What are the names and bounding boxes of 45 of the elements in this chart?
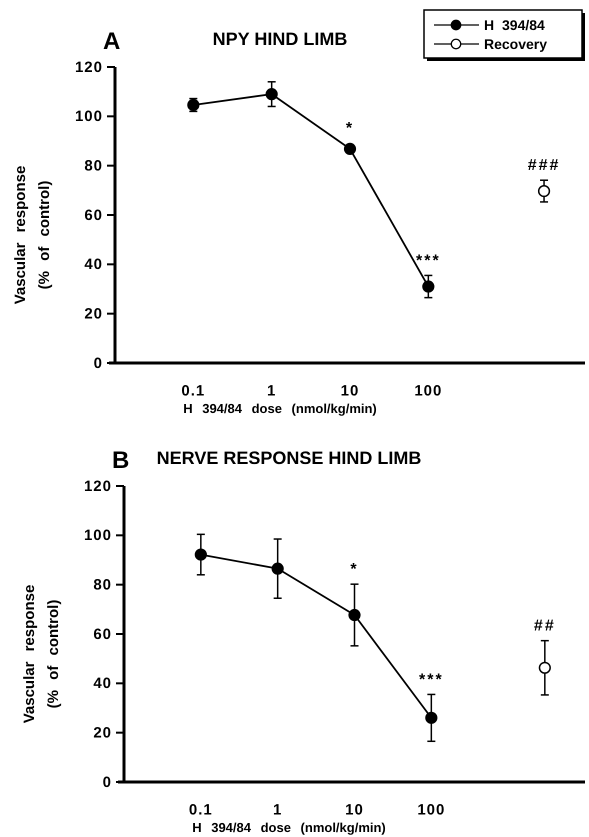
legend-label: H 394/84	[484, 17, 546, 33]
point	[272, 562, 284, 575]
y-tick-label: 20	[93, 724, 112, 742]
x-tick-label: 0.1	[188, 802, 213, 819]
annotation: ***	[418, 671, 444, 688]
y-axis-title: Vascular response (% of control)	[21, 584, 62, 724]
x-axis-title: H 394/84 dose (nmol/kg/min)	[192, 820, 386, 835]
text: A	[103, 28, 120, 55]
x-tick-label: 10	[345, 802, 364, 819]
x-axis-title: H 394/84 dose (nmol/kg/min)	[183, 401, 377, 416]
y-tick-label: 0	[102, 774, 112, 791]
legend-label: Recovery	[484, 36, 548, 52]
point	[194, 548, 207, 561]
y-tick-label: 0	[94, 354, 103, 372]
chart-title: NERVE RESPONSE HIND LIMB	[156, 448, 422, 468]
chart-title: NPY HIND LIMB	[212, 29, 348, 49]
y-tick-label: 60	[84, 206, 103, 224]
y-tick-label: 100	[84, 527, 112, 544]
y-tick-label: 80	[84, 157, 103, 174]
y-tick-label: 20	[84, 305, 103, 322]
annotation: ##	[534, 618, 556, 635]
y-tick-label: 120	[84, 478, 112, 495]
point	[348, 608, 361, 622]
y-tick-label: 40	[93, 675, 112, 692]
y-tick-label: 120	[74, 58, 103, 76]
y-tick-label: 100	[74, 108, 103, 126]
x-tick-label: 0.1	[181, 382, 206, 400]
point	[344, 142, 356, 155]
x-tick-label: 100	[414, 382, 442, 400]
x-tick-label: 1	[272, 802, 282, 819]
text: B	[112, 447, 130, 474]
x-tick-label: 10	[340, 382, 360, 400]
annotation: *	[350, 561, 359, 578]
y-tick-label: 40	[84, 256, 103, 274]
y-tick-label: 80	[93, 576, 112, 594]
point	[266, 88, 278, 100]
annotation: ***	[416, 252, 441, 270]
annotation: *	[346, 120, 354, 137]
x-tick-label: 100	[417, 802, 446, 819]
x-tick-label: 1	[266, 382, 276, 400]
y-axis-title: Vascular response (% of control)	[12, 166, 53, 304]
y-tick-label: 60	[93, 626, 112, 643]
point	[422, 280, 434, 293]
point	[425, 712, 438, 724]
annotation: ###	[528, 157, 560, 174]
